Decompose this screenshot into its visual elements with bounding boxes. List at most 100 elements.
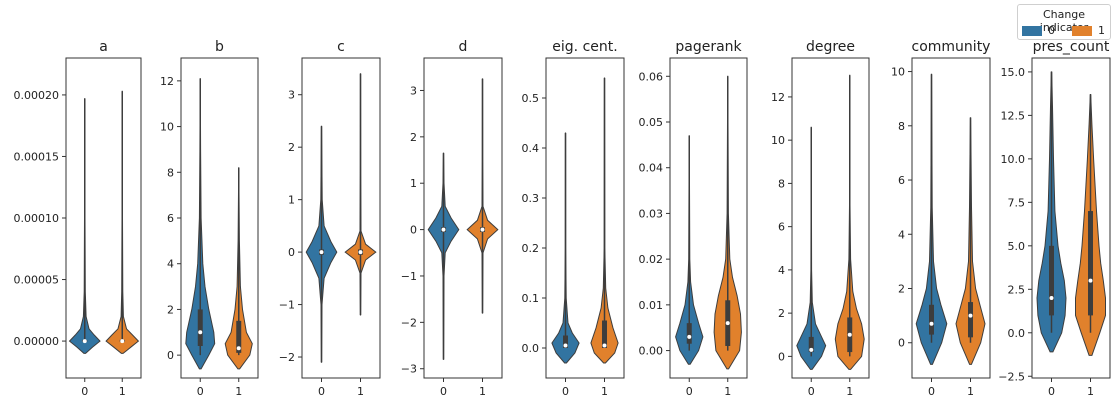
x-tick-label: 1: [119, 385, 126, 396]
y-tick-label: 3: [410, 84, 417, 97]
median-dot-0: [687, 334, 692, 339]
panel-title: pagerank: [675, 39, 742, 55]
legend-swatch-0: [1022, 26, 1042, 36]
panel-title: pres_count: [1033, 39, 1110, 55]
y-tick-label: 10.0: [1001, 153, 1026, 166]
y-tick-label: 0.00010: [14, 212, 60, 225]
y-tick-label: −1: [401, 270, 417, 283]
y-tick-label: 2: [410, 131, 417, 144]
panel-0: a 0.00000 0.00005 0.00010 0.00015 0.00020 0 1: [14, 39, 142, 396]
median-dot-1: [725, 321, 730, 326]
y-tick-label: 0.1: [522, 292, 540, 305]
panel-frame: [1031, 57, 1111, 379]
y-tick-label: 4: [898, 228, 905, 241]
x-tick-label: 0: [318, 385, 325, 396]
x-tick-label: 0: [81, 385, 88, 396]
y-tick-label: 0: [288, 246, 295, 259]
median-dot-0: [82, 339, 87, 344]
x-tick-label: 1: [967, 385, 974, 396]
y-tick-label: 4: [167, 258, 174, 271]
y-tick-label: −1: [279, 299, 295, 312]
x-tick-label: 0: [686, 385, 693, 396]
panel-3: d −3 −2 −1 0 1 2 3 0 1: [401, 39, 503, 396]
x-tick-label: 1: [357, 385, 364, 396]
y-tick-label: 0.03: [639, 207, 664, 220]
y-tick-label: 1: [410, 177, 417, 190]
x-tick-label: 0: [1048, 385, 1055, 396]
x-tick-label: 1: [601, 385, 608, 396]
x-tick-label: 0: [197, 385, 204, 396]
median-dot-1: [358, 250, 363, 255]
y-tick-label: 8: [778, 177, 785, 190]
median-dot-1: [602, 343, 607, 348]
y-tick-label: 0.0: [1008, 327, 1026, 340]
y-tick-label: 8: [898, 120, 905, 133]
median-dot-1: [120, 339, 125, 344]
iqr-box-0: [1049, 245, 1054, 316]
y-tick-label: 12: [160, 75, 174, 88]
y-tick-label: 0: [898, 337, 905, 350]
panel-frame: [65, 57, 142, 379]
panel-title: c: [337, 39, 345, 55]
legend-swatch-1: [1072, 26, 1092, 36]
y-tick-label: 0: [410, 224, 417, 237]
y-tick-label: 0.2: [522, 242, 540, 255]
y-tick-label: 0: [778, 350, 785, 363]
y-tick-label: 12.5: [1001, 109, 1026, 122]
x-tick-label: 0: [562, 385, 569, 396]
y-tick-label: 0.02: [639, 253, 664, 266]
median-dot-1: [1088, 278, 1093, 283]
x-tick-label: 1: [1087, 385, 1094, 396]
legend-label-0: 0: [1048, 24, 1055, 37]
y-tick-label: 0.00015: [14, 150, 60, 163]
median-dot-0: [563, 343, 568, 348]
panel-frame: [301, 57, 381, 379]
y-tick-label: 0.4: [522, 142, 540, 155]
legend-label-1: 1: [1098, 24, 1105, 37]
y-tick-label: 0.01: [639, 299, 664, 312]
median-dot-1: [236, 346, 241, 351]
iqr-box-1: [236, 320, 242, 353]
median-dot-0: [929, 321, 934, 326]
panel-frame: [911, 57, 991, 379]
panel-title: d: [459, 39, 468, 55]
y-tick-label: 2: [167, 303, 174, 316]
y-tick-label: 10: [160, 121, 174, 134]
median-dot-0: [198, 330, 203, 335]
y-tick-label: 2.5: [1008, 283, 1026, 296]
y-tick-label: 12: [771, 91, 785, 104]
x-tick-label: 0: [928, 385, 935, 396]
y-tick-label: −2: [279, 351, 295, 364]
panel-frame: [545, 57, 625, 379]
panel-frame: [791, 57, 870, 379]
panel-6: degree 0 2 4 6 8 10 12 0 1: [771, 39, 870, 396]
x-tick-label: 1: [235, 385, 242, 396]
iqr-box-0: [563, 335, 568, 348]
y-tick-label: 0.5: [522, 92, 540, 105]
y-tick-label: −2: [401, 316, 417, 329]
panel-title: community: [912, 39, 991, 55]
panel-4: eig. cent. 0.0 0.1 0.2 0.3 0.4 0.5 0 1: [522, 39, 625, 396]
y-tick-label: 0.00000: [14, 335, 60, 348]
y-tick-label: −2.5: [998, 370, 1025, 383]
y-tick-label: 4: [778, 264, 785, 277]
iqr-box-1: [968, 302, 973, 338]
panel-title: b: [215, 39, 224, 55]
y-tick-label: 2: [778, 307, 785, 320]
panel-frame: [669, 57, 748, 379]
x-tick-label: 1: [846, 385, 853, 396]
y-tick-label: 3: [288, 89, 295, 102]
iqr-box-0: [929, 304, 934, 335]
y-tick-label: 0.3: [522, 192, 540, 205]
x-tick-label: 1: [479, 385, 486, 396]
y-tick-label: −3: [401, 363, 417, 376]
panel-7: community 0 2 4 6 8 10 0 1: [891, 39, 991, 396]
median-dot-0: [809, 347, 814, 352]
panel-title: degree: [806, 39, 855, 55]
median-dot-0: [319, 250, 324, 255]
y-tick-label: 6: [167, 212, 174, 225]
y-tick-label: 0.00: [639, 345, 664, 358]
y-tick-label: 10: [891, 66, 905, 79]
x-tick-label: 0: [440, 385, 447, 396]
median-dot-0: [1049, 296, 1054, 300]
